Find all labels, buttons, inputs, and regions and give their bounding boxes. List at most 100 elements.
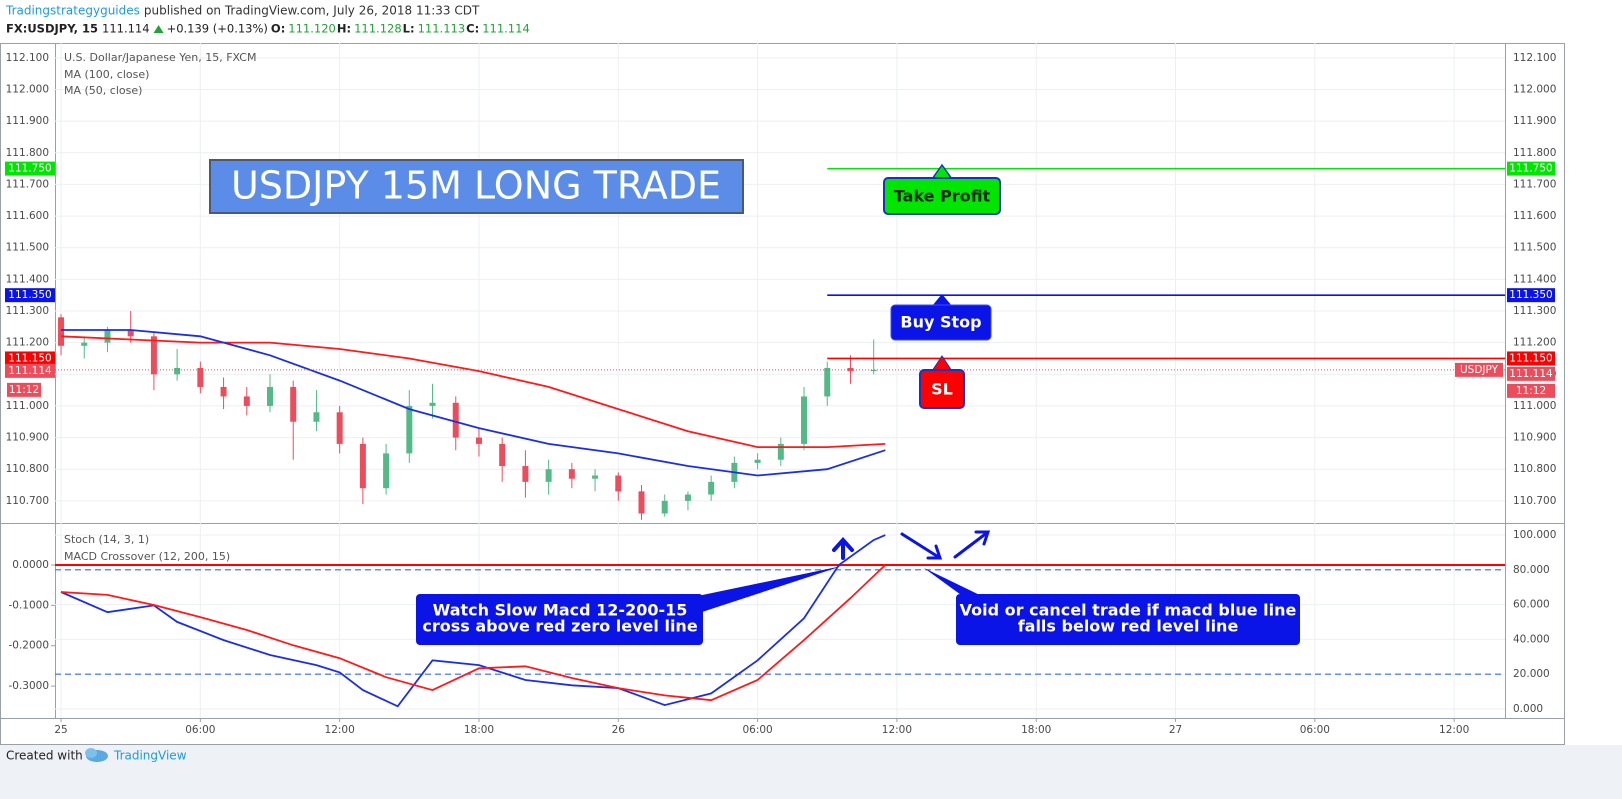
indicator-line <box>60 564 886 702</box>
candle-body <box>383 453 390 489</box>
moving-average <box>60 335 886 448</box>
plot-layer: 25 06:00 12:00 18:00 26 06:00 12:00 18:00 27 06:0… <box>5 43 1556 736</box>
candle-body <box>359 443 366 489</box>
level-tag-bg <box>1507 351 1555 366</box>
countdown-tag: 11:12 <box>1516 385 1546 397</box>
pane-title: U.S. Dollar/Japanese Yen, 15, FXCM <box>64 51 256 64</box>
candle-body <box>150 336 157 375</box>
footer-bg <box>0 745 1622 799</box>
level-tag: 111.750 <box>1509 163 1552 175</box>
candle-body <box>638 491 645 514</box>
y2-tick-label: 100.000 <box>1513 529 1556 541</box>
level-tag-bg <box>1507 288 1555 303</box>
candle-body <box>197 367 204 387</box>
x-tick-label: 06:00 <box>1300 724 1330 736</box>
y-tick-label: 110.900 <box>1513 432 1556 444</box>
y-tick-label: 110.800 <box>6 463 49 475</box>
up-triangle <box>153 25 164 33</box>
countdown-tag-bg <box>7 382 41 397</box>
candle-body <box>661 500 668 514</box>
symbol-tag: USDJPY <box>1460 364 1499 376</box>
y-tick-label: 111.600 <box>1513 210 1556 222</box>
candle-body <box>127 329 134 337</box>
callout-text: Watch Slow Macd 12-200-15 <box>433 601 688 620</box>
candle-body <box>499 443 506 467</box>
header-text: published on TradingView.com, July 26, 2… <box>144 4 480 18</box>
legend-entry: MA (50, close) <box>64 84 142 97</box>
header-text: L: <box>403 22 415 36</box>
take-profit-box <box>883 177 1001 215</box>
y-tick-label: -0.2000 <box>8 640 49 652</box>
legend-entry: MACD Crossover (12, 200, 15) <box>64 550 230 563</box>
last-price-tag-bg <box>5 363 55 378</box>
banner-text: USDJPY 15M LONG TRADE <box>231 164 721 208</box>
callout-pointer <box>924 568 990 600</box>
y-tick-label: 111.300 <box>6 305 49 317</box>
y-tick-label: 112.000 <box>6 84 49 96</box>
x-tick-label: 06:00 <box>742 724 772 736</box>
y-tick-label: 111.300 <box>1513 305 1556 317</box>
y-tick-label: 110.700 <box>6 495 49 507</box>
candle-body <box>290 386 297 422</box>
candle-body <box>522 466 529 482</box>
y2-tick-label: 20.000 <box>1513 668 1550 680</box>
last-price-tag-bg <box>1507 366 1555 381</box>
y-tick-label: 112.100 <box>6 52 49 64</box>
y-tick-label: 112.100 <box>1513 52 1556 64</box>
candle-body <box>801 396 808 444</box>
buy-stop-text: Buy Stop <box>900 313 981 332</box>
candle-body <box>220 386 227 397</box>
countdown-tag: 11:12 <box>9 384 39 396</box>
y-tick-label: 111.800 <box>1513 147 1556 159</box>
candle-body <box>313 412 320 422</box>
last-price-tag: 111.114 <box>1509 368 1553 380</box>
callout-text: falls below red level line <box>1018 617 1239 636</box>
x-tick-label: 12:00 <box>1439 724 1469 736</box>
x-tick-label: 12:00 <box>882 724 912 736</box>
header-text: 111.114 <box>482 22 530 36</box>
level-tag: 111.150 <box>1509 352 1552 364</box>
candle-body <box>104 329 111 343</box>
y-tick-label: 111.000 <box>6 400 49 412</box>
candle-body <box>777 443 784 460</box>
callout-text: Void or cancel trade if macd blue line <box>960 601 1297 620</box>
header-text: H: <box>337 22 351 36</box>
level-tag-bg <box>5 288 55 303</box>
buy-stop-box <box>890 304 992 341</box>
candle-body <box>243 396 250 406</box>
footer-text: Created with <box>6 749 83 763</box>
y-tick-label: 111.500 <box>1513 242 1556 254</box>
header-text: O: <box>271 22 285 36</box>
y-tick-label: 110.900 <box>6 432 49 444</box>
candle-body <box>754 459 761 463</box>
header-text: FX:USDJPY, 15 <box>6 22 98 36</box>
y-tick-label: 111.500 <box>6 242 49 254</box>
candle-body <box>174 367 181 375</box>
y-tick-label: 111.900 <box>1513 115 1556 127</box>
tradingview-logo <box>85 748 108 762</box>
candle-body <box>452 402 459 438</box>
y2-tick-label: 60.000 <box>1513 599 1550 611</box>
level-tag: 111.350 <box>8 289 51 301</box>
level-tag: 111.750 <box>8 163 51 175</box>
y-tick-label: -0.1000 <box>8 599 49 611</box>
sl-text: SL <box>931 380 953 399</box>
callout-box <box>956 594 1300 645</box>
y-tick-label: 111.700 <box>1513 178 1556 190</box>
header-text: 111.120 <box>288 22 336 36</box>
callout-box <box>416 594 703 645</box>
x-tick-label: 26 <box>612 724 626 736</box>
y-tick-label: 111.700 <box>6 178 49 190</box>
candle-body <box>267 386 274 406</box>
header-text: C: <box>466 22 479 36</box>
x-tick-label: 27 <box>1169 724 1182 736</box>
candle-body <box>684 494 691 501</box>
y2-tick-label: 80.000 <box>1513 564 1550 576</box>
candle-body <box>708 481 715 495</box>
countdown-tag-bg <box>1507 383 1555 398</box>
level-tag-bg <box>1507 161 1555 176</box>
y-tick-label: 110.700 <box>1513 495 1556 507</box>
x-tick-label: 12:00 <box>325 724 355 736</box>
